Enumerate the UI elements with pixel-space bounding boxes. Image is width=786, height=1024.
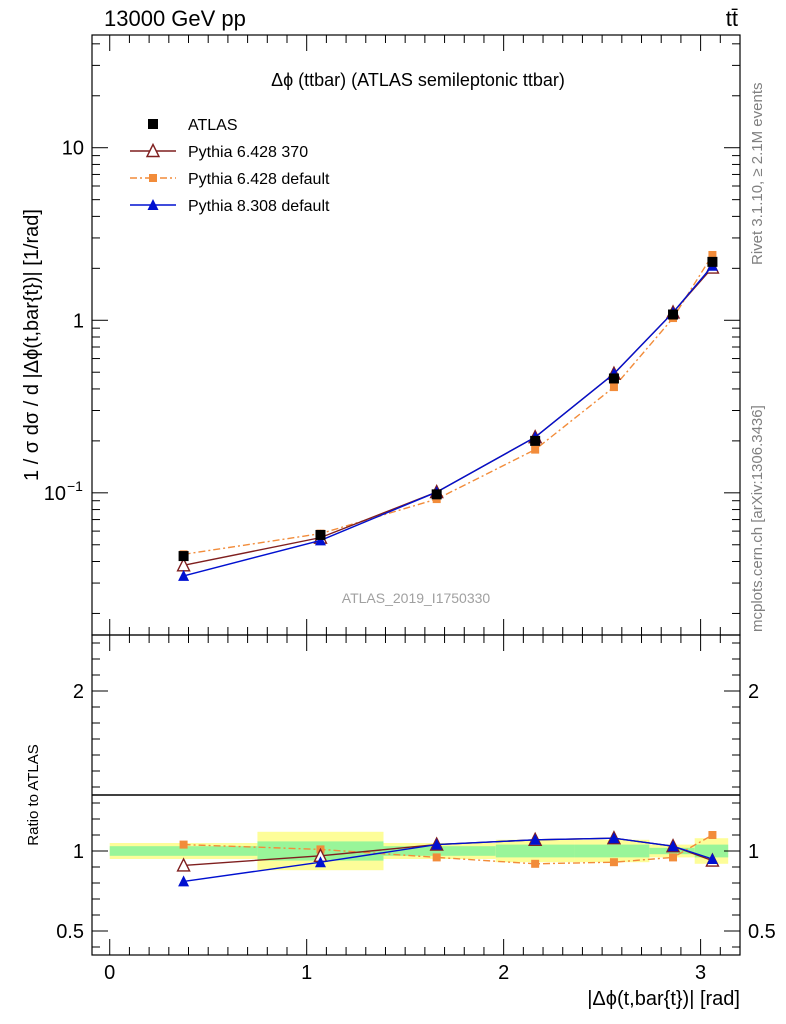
ratio-point-py8_default bbox=[314, 856, 326, 868]
series-line-py6_370 bbox=[183, 267, 713, 567]
legend-label-py8_default: Pythia 8.308 default bbox=[188, 198, 330, 215]
x-tick-label: 1 bbox=[301, 962, 312, 984]
x-axis-label: |Δϕ(t,bar{t})| [rad] bbox=[587, 988, 740, 1010]
legend-marker-py6_default bbox=[149, 174, 157, 182]
ratio-point-py6_default bbox=[609, 858, 618, 867]
band-inner bbox=[109, 846, 258, 856]
ratio-point-py8_default bbox=[529, 833, 541, 845]
data-point-atlas bbox=[530, 435, 541, 446]
main-series-group bbox=[176, 250, 720, 581]
band-inner bbox=[495, 844, 575, 858]
ratio-point-py8_default bbox=[608, 832, 620, 844]
energy-label: 13000 GeV pp bbox=[104, 6, 246, 31]
series-atlas bbox=[178, 256, 718, 562]
x-tick-label: 2 bbox=[498, 962, 509, 984]
analysis-watermark: ATLAS_2019_I1750330 bbox=[342, 590, 491, 606]
legend-marker-py6_370 bbox=[145, 142, 161, 158]
ratio-point-py6_default bbox=[708, 831, 717, 839]
data-point-atlas bbox=[315, 529, 326, 540]
ratio-point-py8_default bbox=[706, 853, 718, 864]
ratio-point-py6_default bbox=[432, 853, 441, 862]
rivet-version-label: Rivet 3.1.10, ≥ 2.1M events bbox=[749, 83, 766, 266]
ratio-frame bbox=[91, 634, 741, 956]
main-y-axis-label: 1 / σ dσ / d |Δϕ(t,bar{t})| [1/rad] bbox=[21, 209, 43, 481]
ratio-y-tick-label: 0.5 bbox=[56, 921, 84, 943]
legend-marker-py8_default bbox=[147, 199, 159, 210]
main-y-tick-exponent: −1 bbox=[67, 478, 83, 494]
plot-title: Δϕ (ttbar) (ATLAS semileptonic ttbar) bbox=[271, 70, 565, 90]
legend-label-py6_default: Pythia 6.428 default bbox=[188, 171, 330, 188]
legend: ATLAS Pythia 6.428 370 Pythia 6.428 defaul… bbox=[130, 117, 330, 215]
ratio-y-tick-label-right: 1 bbox=[748, 841, 759, 863]
data-point-atlas bbox=[178, 551, 189, 562]
data-point-py6_default bbox=[609, 383, 618, 392]
legend-label-atlas: ATLAS bbox=[188, 117, 238, 134]
ratio-point-py8_default bbox=[178, 875, 190, 887]
mcplots-label: mcplots.cern.ch [arXiv:1306.3436] bbox=[749, 405, 766, 632]
data-point-atlas bbox=[608, 373, 619, 384]
ratio-point-py6_370 bbox=[176, 857, 191, 872]
band-inner bbox=[694, 844, 729, 858]
main-y-tick-label: 1 bbox=[73, 310, 84, 332]
band-inner bbox=[574, 844, 650, 858]
data-point-atlas bbox=[707, 256, 718, 267]
ratio-panel: 0.5 0.5 1 1 2 2 0 1 2 3 Ratio to ATLAS |Δϕ(t,bar{… bbox=[25, 634, 776, 1010]
legend-label-py6_370: Pythia 6.428 370 bbox=[188, 144, 308, 161]
ratio-point-py8_default bbox=[667, 840, 679, 852]
ratio-y-tick-label: 2 bbox=[73, 681, 84, 703]
series-line-py8_default bbox=[183, 265, 713, 577]
series-line-py6_default bbox=[183, 254, 714, 556]
legend-marker-atlas bbox=[148, 119, 158, 129]
ratio-series-group bbox=[176, 830, 720, 887]
data-point-atlas bbox=[431, 489, 442, 500]
ratio-y-tick-label-right: 2 bbox=[748, 681, 759, 703]
x-tick-label: 0 bbox=[104, 962, 115, 984]
series-py6_370 bbox=[176, 259, 720, 572]
ratio-point-py6_default bbox=[669, 853, 678, 862]
data-point-py6_default bbox=[531, 445, 540, 454]
data-point-py6_default bbox=[708, 250, 717, 259]
ratio-point-py8_default bbox=[431, 838, 443, 850]
band-inner bbox=[383, 846, 496, 856]
main-y-tick-label: 10 bbox=[62, 138, 84, 160]
ratio-y-tick-label: 1 bbox=[73, 841, 84, 863]
ratio-y-axis-label: Ratio to ATLAS bbox=[25, 744, 42, 845]
series-py6_default bbox=[179, 250, 717, 559]
ratio-point-py6_default bbox=[531, 859, 540, 868]
process-label: tt̄ bbox=[726, 6, 738, 31]
ratio-series-py8_default bbox=[178, 832, 718, 887]
main-y-tick-label: 10 bbox=[44, 483, 66, 505]
data-point-py8_default bbox=[178, 569, 190, 581]
data-point-atlas bbox=[668, 309, 679, 320]
ratio-axes: 0.5 0.5 1 1 2 2 0 1 2 3 bbox=[56, 635, 776, 984]
series-py8_default bbox=[178, 259, 718, 581]
ratio-point-py6_default bbox=[179, 840, 188, 849]
ratio-y-tick-label-right: 0.5 bbox=[748, 921, 776, 943]
x-tick-label: 3 bbox=[695, 962, 706, 984]
